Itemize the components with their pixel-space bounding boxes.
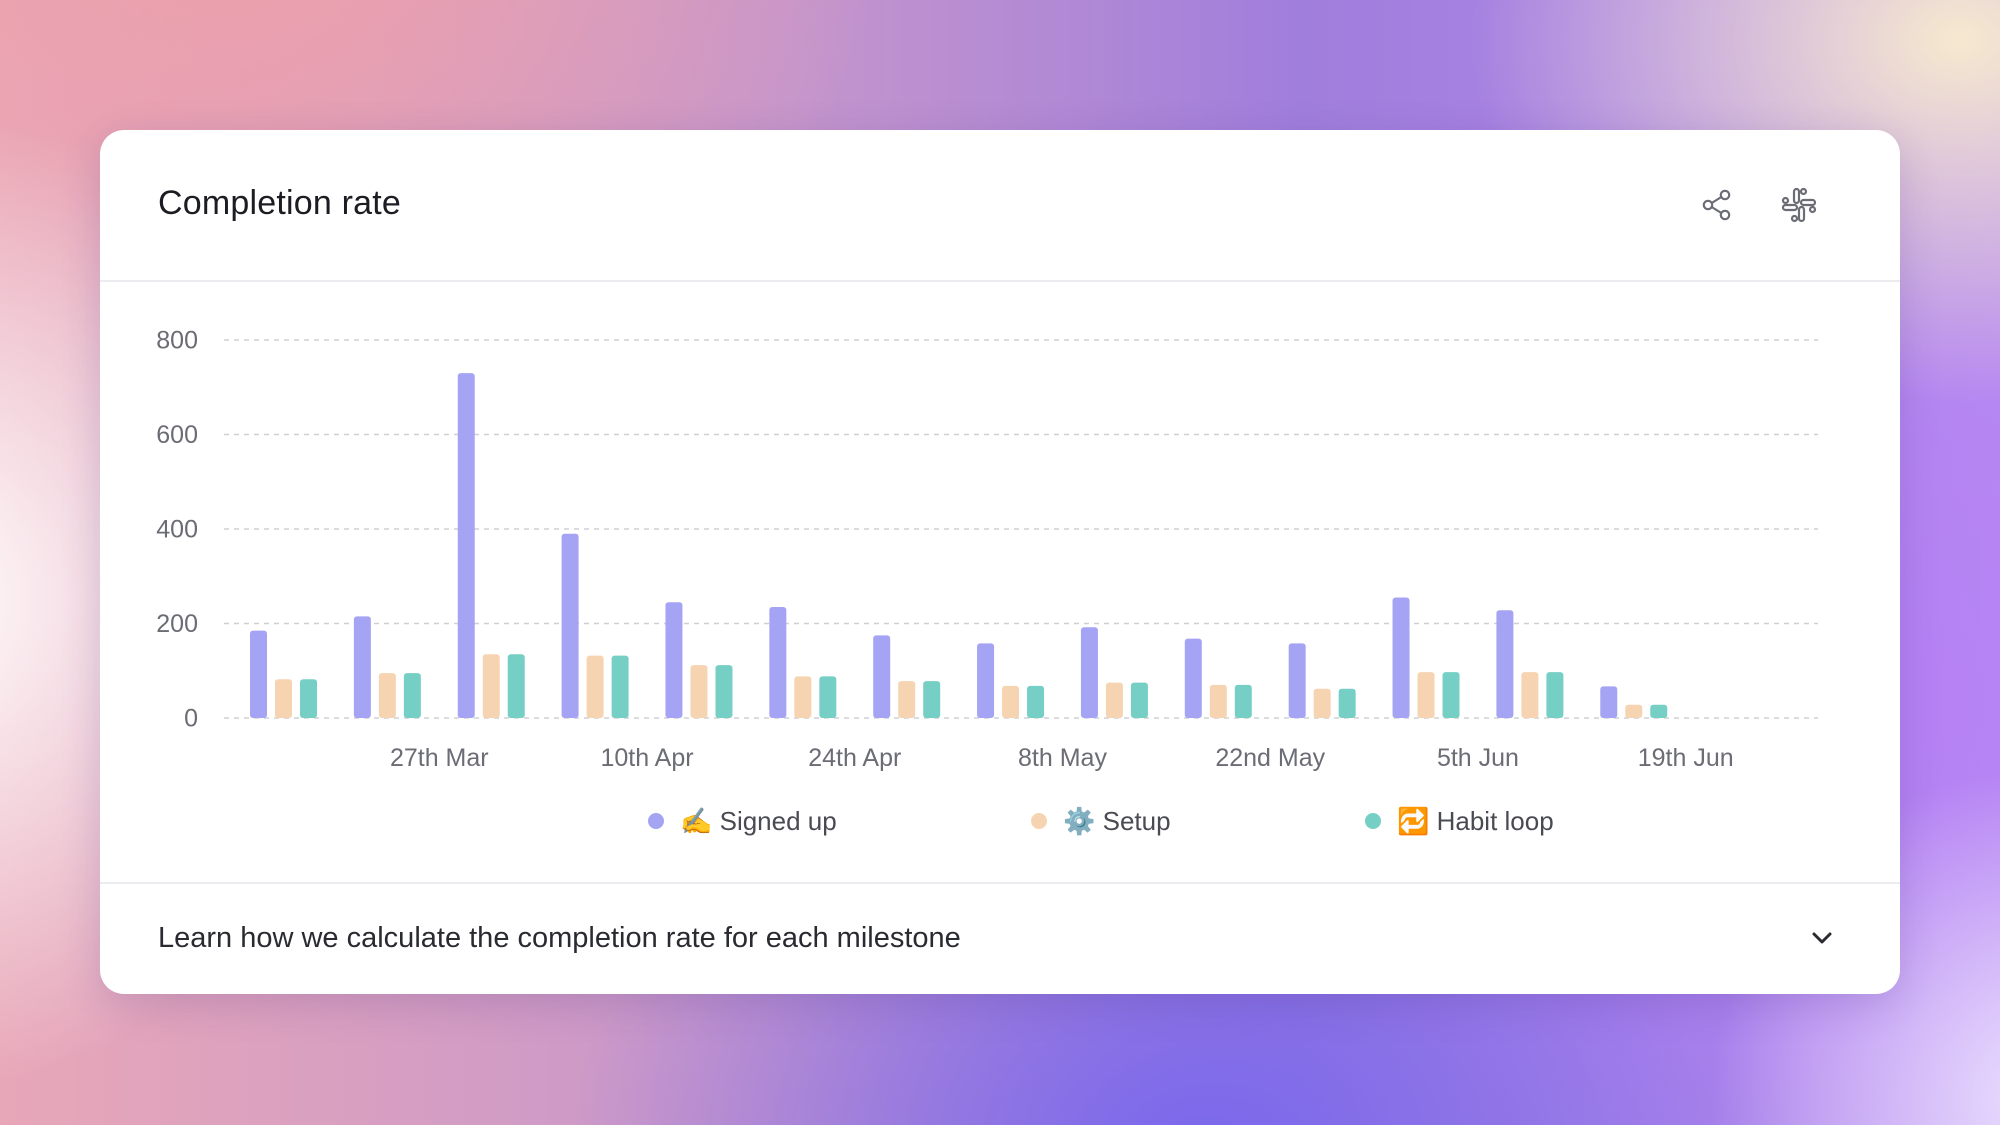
bar [1002, 685, 1020, 718]
y-tick-label: 400 [156, 516, 198, 544]
slack-icon [1781, 187, 1817, 223]
bar [1546, 672, 1564, 718]
bar [1080, 627, 1098, 718]
bar [1338, 688, 1356, 718]
x-tick-label: 27th Mar [390, 744, 489, 772]
bar [690, 665, 708, 718]
bar [403, 673, 421, 718]
bar [1234, 684, 1252, 718]
bar [561, 533, 579, 718]
bar [794, 676, 812, 718]
bar [1209, 684, 1227, 718]
bar [1521, 672, 1539, 718]
bar [1105, 682, 1123, 718]
bar [873, 635, 891, 718]
x-tick-label: 19th Jun [1638, 744, 1734, 772]
bar [300, 679, 317, 718]
bar [1130, 682, 1148, 718]
legend-marker [648, 813, 664, 829]
legend-label: ⚙️ Setup [1063, 806, 1171, 836]
legend-marker [1365, 813, 1381, 829]
x-tick-label: 5th Jun [1437, 744, 1519, 772]
slack-button[interactable] [1770, 176, 1828, 234]
legend-label: 🔁 Habit loop [1397, 806, 1554, 836]
legend-marker [1031, 813, 1047, 829]
bar [923, 681, 941, 718]
calculation-info-text: Learn how we calculate the completion ra… [158, 922, 961, 954]
bar [1442, 672, 1460, 718]
chevron-down-icon [1806, 922, 1838, 954]
bar [1313, 688, 1331, 718]
bar [1184, 638, 1202, 718]
bar [1288, 643, 1306, 718]
bar [1417, 672, 1435, 718]
bar [819, 676, 837, 718]
bar [586, 655, 604, 718]
bar [1625, 704, 1643, 718]
x-tick-label: 10th Apr [600, 744, 693, 772]
bar-chart: 0 200 400 600 800 27th Mar 10th Apr 24th Apr 8th… [156, 327, 1818, 836]
bar [275, 679, 292, 718]
bar [1650, 704, 1668, 718]
y-tick-label: 200 [156, 610, 198, 638]
bar [1392, 597, 1410, 718]
bar [665, 602, 683, 718]
bar [457, 373, 475, 718]
y-tick-label: 600 [156, 421, 198, 449]
chart-area: 0 200 400 600 800 27th Mar 10th Apr 24th Apr 8th… [100, 282, 1900, 842]
bar [378, 673, 396, 718]
bar [1496, 610, 1514, 718]
y-tick-label: 0 [184, 705, 198, 733]
bar [1600, 686, 1618, 718]
bar [482, 654, 500, 718]
bar [353, 616, 371, 718]
card-title: Completion rate [158, 184, 402, 222]
bar [977, 643, 995, 718]
share-icon [1702, 189, 1731, 221]
calculation-info-expander[interactable]: Learn how we calculate the completion ra… [100, 882, 1900, 994]
x-tick-label: 24th Apr [808, 744, 901, 772]
y-tick-label: 800 [156, 327, 198, 355]
legend-label: ✍️ Signed up [680, 806, 837, 836]
bar [507, 654, 525, 718]
share-button[interactable] [1688, 176, 1746, 234]
x-tick-label: 22nd May [1215, 744, 1325, 772]
bar [1027, 685, 1045, 718]
card-header: Completion rate [100, 130, 1900, 282]
bar [611, 655, 629, 718]
bar [769, 606, 787, 718]
bar [898, 681, 916, 718]
x-tick-label: 8th May [1018, 744, 1107, 772]
bar [715, 665, 733, 718]
bar [250, 630, 267, 718]
completion-rate-card: Completion rate 0 200 400 6 [100, 130, 1900, 994]
